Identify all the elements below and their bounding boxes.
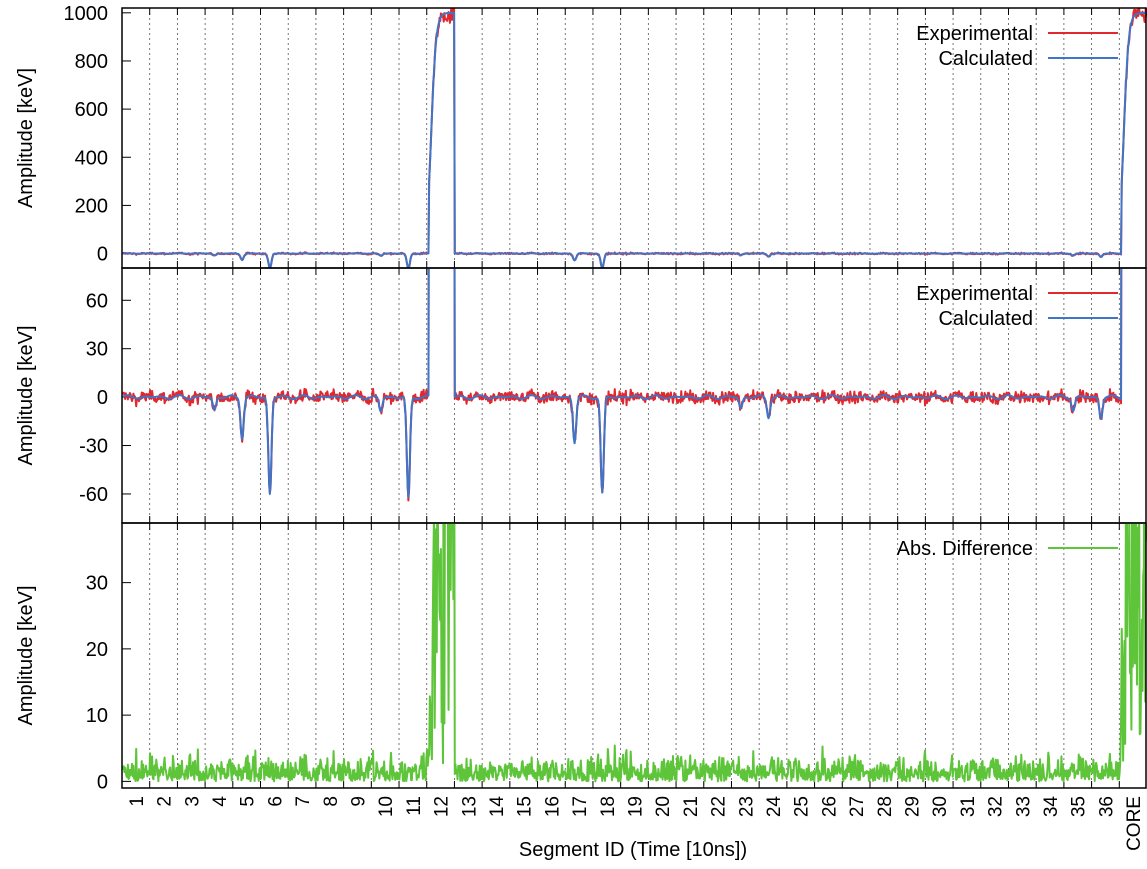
x-tick-label: 3 [182, 796, 203, 807]
x-tick-label: 12 [432, 796, 453, 817]
x-tick-label: 32 [986, 796, 1007, 817]
x-tick-label: 36 [1096, 796, 1117, 817]
x-tick-label: 25 [792, 796, 813, 817]
x-tick-label: 33 [1013, 796, 1034, 817]
y-tick-label: 0 [97, 244, 108, 266]
x-tick-label: 1 [127, 796, 148, 807]
x-tick-label: 21 [681, 796, 702, 817]
x-tick-label: 10 [376, 796, 397, 817]
series-line-abs-difference [122, 523, 1147, 783]
legend-label: Experimental [916, 283, 1033, 305]
y-axis-label: Amplitude [keV] [15, 585, 37, 725]
x-tick-label: 29 [903, 796, 924, 817]
x-tick-label: 4 [210, 796, 231, 807]
y-tick-label: 60 [86, 290, 108, 312]
x-tick-label: 31 [958, 796, 979, 817]
y-tick-label: -60 [79, 484, 108, 506]
x-tick-label: 8 [321, 796, 342, 807]
y-tick-label: 0 [97, 387, 108, 409]
x-tick-label: 19 [626, 796, 647, 817]
x-tick-label: 18 [598, 796, 619, 817]
y-tick-label: 30 [86, 573, 108, 595]
y-tick-label: 10 [86, 705, 108, 727]
x-tick-label: 17 [570, 796, 591, 817]
x-tick-label: 24 [764, 796, 785, 818]
y-axis-label: Amplitude [keV] [15, 68, 37, 208]
x-tick-label: 7 [293, 796, 314, 807]
legend-label: Calculated [938, 308, 1033, 330]
x-tick-label: 30 [930, 796, 951, 817]
y-tick-label: -30 [79, 436, 108, 458]
y-axis-label: Amplitude [keV] [15, 325, 37, 465]
x-tick-label: 14 [487, 796, 508, 818]
panel-zoomed: -60 -30 0 30 60 Amplitude [keV] Experimental Ca… [15, 267, 1147, 524]
x-tick-label: 9 [348, 796, 369, 807]
legend-label: Experimental [916, 23, 1033, 45]
y-tick-label: 800 [75, 51, 108, 73]
y-tick-label: 400 [75, 147, 108, 169]
x-tick-label: 27 [847, 796, 868, 817]
panel-difference: 0 10 20 30 Amplitude [keV] Abs. Difference [15, 522, 1147, 793]
legend-label: Abs. Difference [897, 538, 1033, 560]
legend-label: Calculated [938, 48, 1033, 70]
y-tick-label: 600 [75, 99, 108, 121]
y-tick-label: 20 [86, 639, 108, 661]
x-tick-label: CORE [1124, 796, 1145, 851]
series-line-calculated [122, 11, 1147, 268]
x-tick-label: 26 [819, 796, 840, 817]
series-line-experimental [122, 268, 1123, 502]
x-tick-label: 34 [1041, 796, 1062, 818]
x-tick-label: 6 [265, 796, 286, 807]
y-tick-label: 200 [75, 195, 108, 217]
x-tick-label: 13 [459, 796, 480, 817]
x-tick-label: 11 [404, 796, 425, 816]
plot-frame [121, 522, 1147, 789]
x-tick-label: 20 [653, 796, 674, 817]
x-tick-label: 16 [542, 796, 563, 817]
x-tick-label: 2 [155, 796, 176, 807]
x-tick-label: 15 [515, 796, 536, 817]
x-tick-label: 35 [1069, 796, 1090, 817]
x-axis-label: Segment ID (Time [10ns]) [519, 839, 747, 861]
y-tick-label: 30 [86, 339, 108, 361]
x-tick-label: 28 [875, 796, 896, 817]
x-tick-label: 23 [736, 796, 757, 817]
x-tick-label: 22 [709, 796, 730, 817]
plot-frame [121, 7, 1147, 269]
y-tick-label: 1000 [64, 3, 109, 25]
series-line-calculated [122, 268, 1123, 499]
x-tick-label: 5 [238, 796, 259, 807]
panel-full-range: 0 200 400 600 800 1000 Amplitude [keV] Experime… [15, 3, 1147, 269]
y-tick-label: 0 [97, 771, 108, 793]
x-axis: 1 2 3 4 5 6 7 8 9 10 11 12 13 14 15 16 17 18 19 20 21 22 23 24 2… [127, 796, 1145, 861]
